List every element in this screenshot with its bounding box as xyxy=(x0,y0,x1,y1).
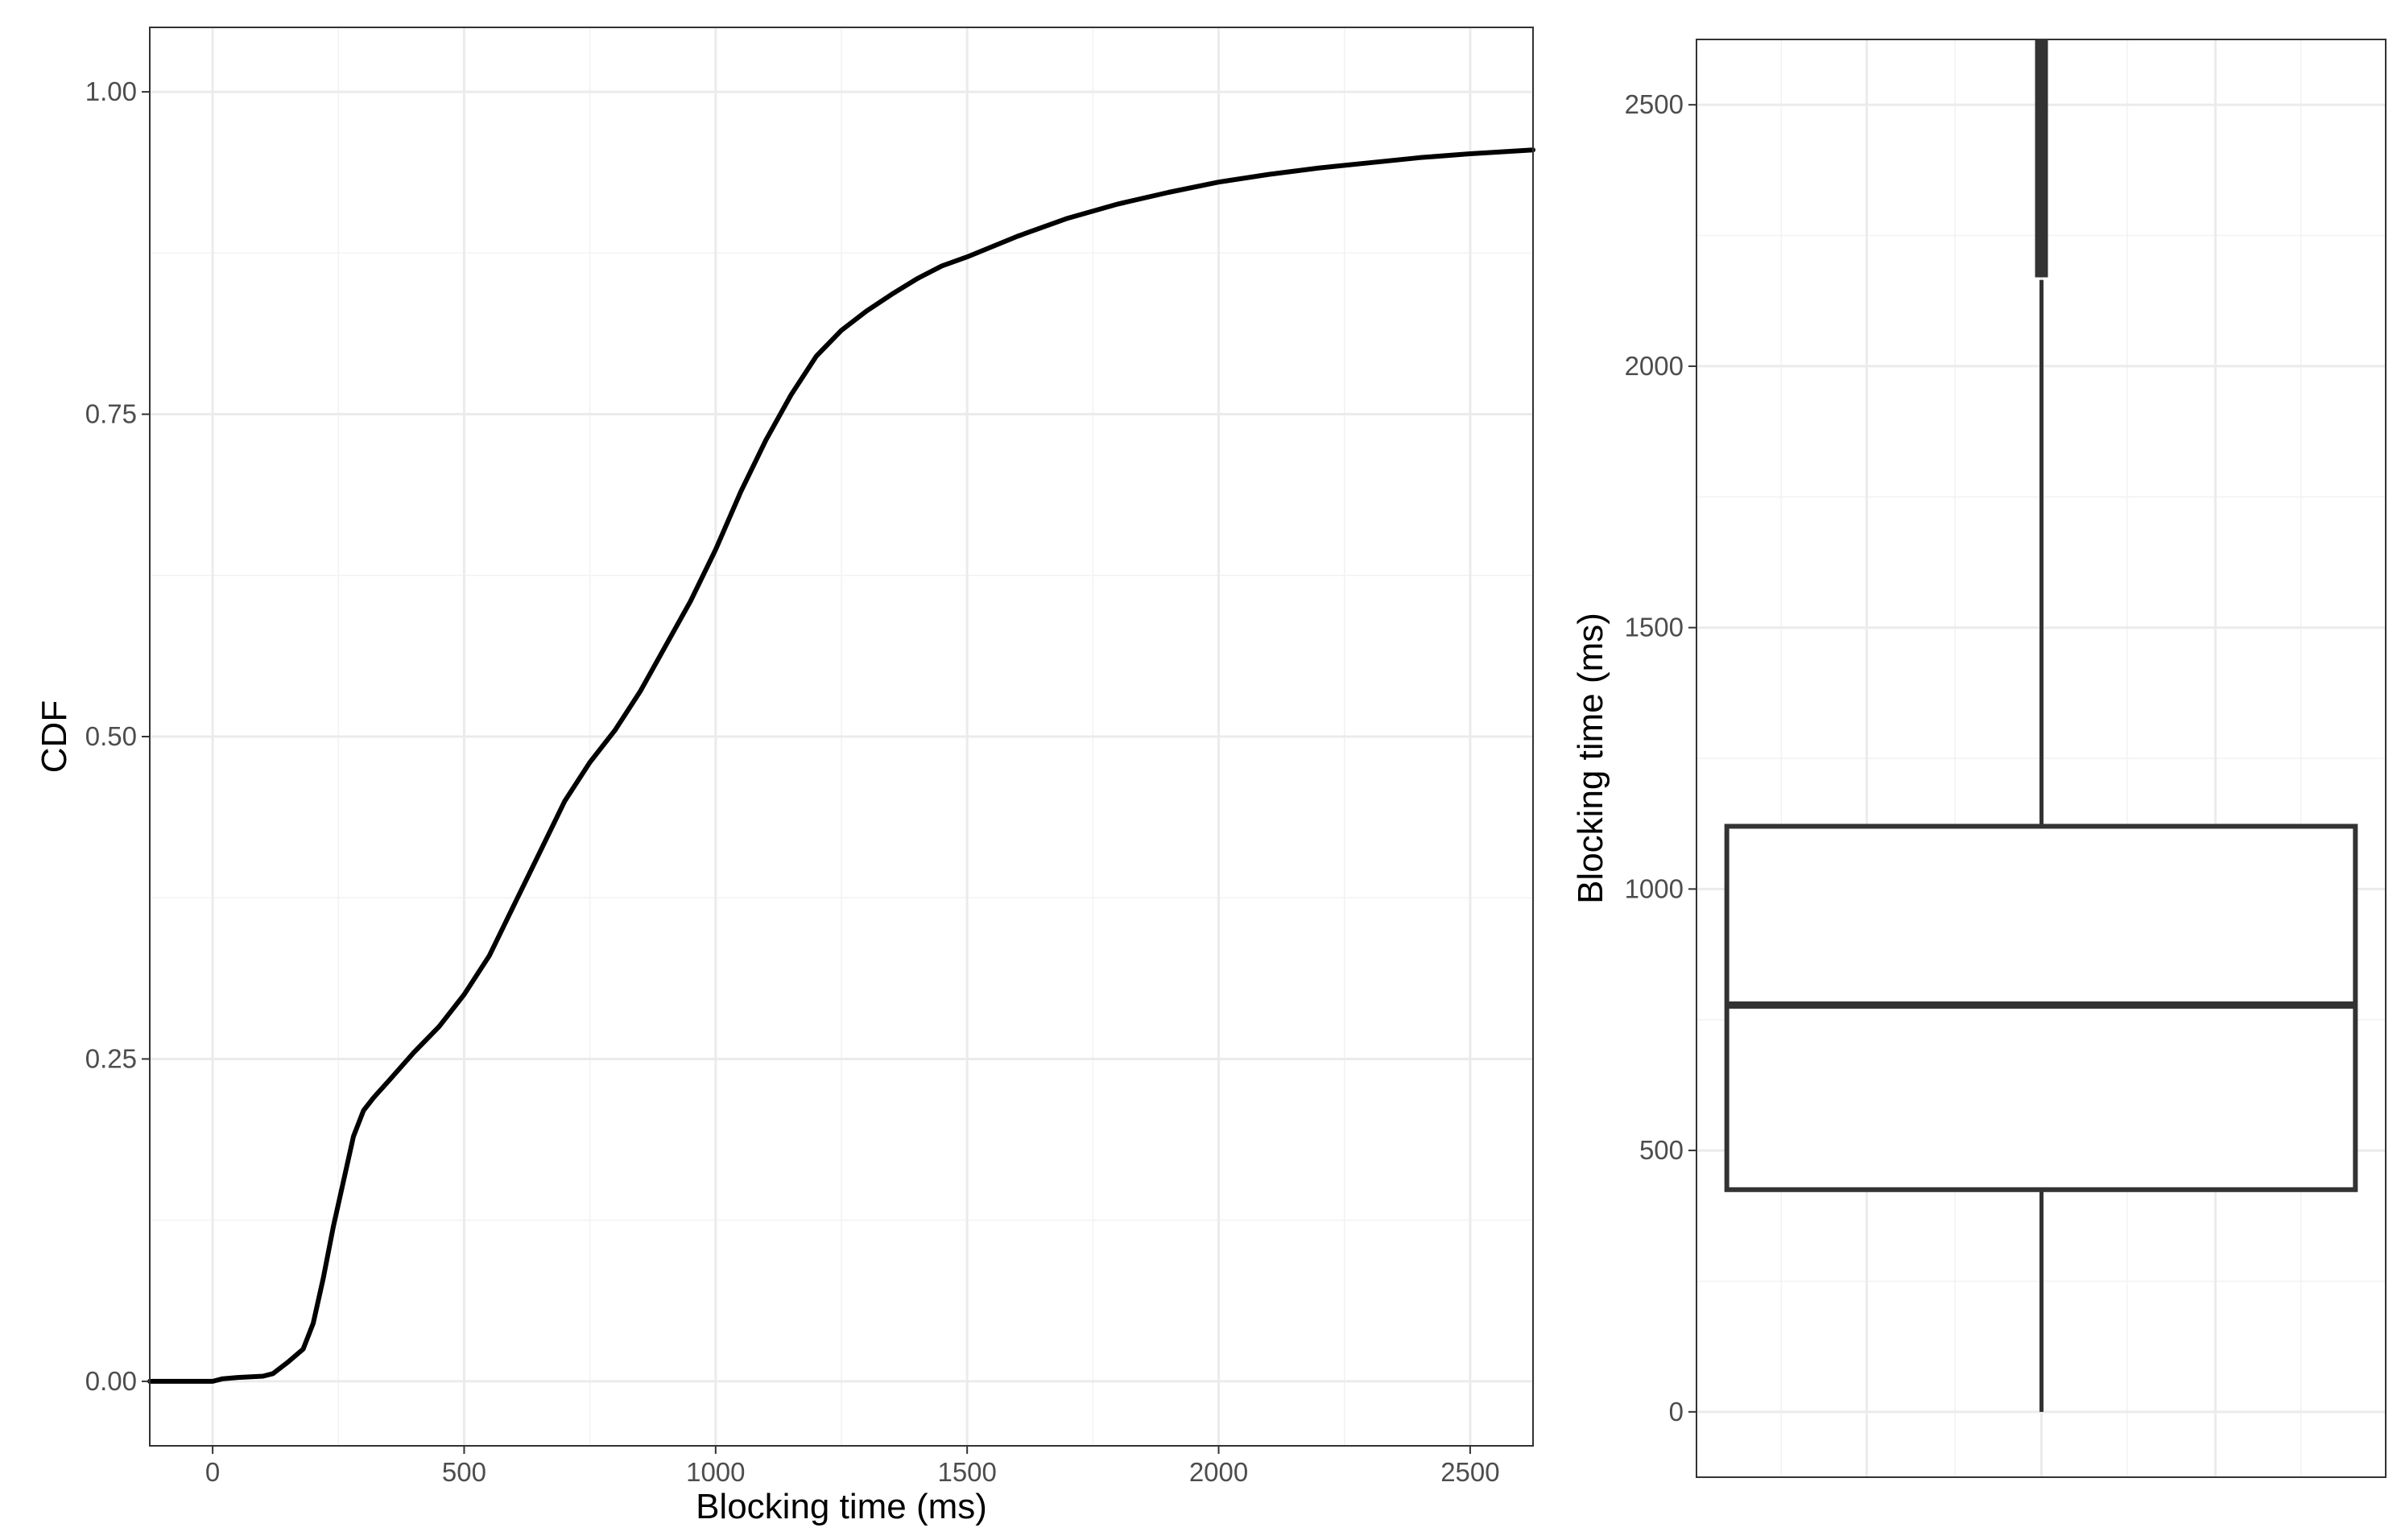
cdf-y-tick-label-2: 0.50 xyxy=(85,721,137,751)
cdf-y-tick-label-0: 0.00 xyxy=(85,1366,137,1396)
cdf-major-gridlines xyxy=(150,27,1533,1446)
boxplot-y-axis-title: Blocking time (ms) xyxy=(1571,613,1610,904)
cdf-axis-ticks: 0 500 1000 1500 2000 2500 0.00 0.25 0.50 0.75 1.00 xyxy=(85,76,1500,1487)
boxplot-axis-ticks: 0 500 1000 1500 2000 2500 xyxy=(1625,89,1696,1426)
cdf-x-tick-label-1: 500 xyxy=(442,1457,486,1487)
cdf-panel: 0 500 1000 1500 2000 2500 0.00 0.25 0.50 0.75 1.00… xyxy=(35,27,1535,1526)
cdf-y-tick-label-3: 0.75 xyxy=(85,399,137,429)
boxplot-outliers xyxy=(2035,39,2048,278)
boxplot-panel: 0 500 1000 1500 2000 2500 Blocking time (ms) xyxy=(1571,39,2387,1478)
boxplot-y-tick-label-0: 0 xyxy=(1669,1397,1684,1426)
boxplot-y-tick-label-5: 2500 xyxy=(1625,89,1684,119)
boxplot-y-tick-label-3: 1500 xyxy=(1625,613,1684,642)
boxplot-y-tick-label-2: 1000 xyxy=(1625,873,1684,903)
boxplot-y-tick-label-4: 2000 xyxy=(1625,351,1684,381)
cdf-x-tick-label-4: 2000 xyxy=(1189,1457,1248,1487)
cdf-x-tick-label-5: 2500 xyxy=(1440,1457,1499,1487)
cdf-x-axis-title: Blocking time (ms) xyxy=(696,1487,987,1526)
boxplot-panel-border xyxy=(1696,39,2387,1478)
cdf-y-tick-label-1: 0.25 xyxy=(85,1043,137,1073)
boxplot xyxy=(1724,39,2358,1412)
cdf-x-tick-label-0: 0 xyxy=(205,1457,220,1487)
cdf-line xyxy=(147,147,1535,1384)
cdf-y-tick-label-4: 1.00 xyxy=(85,76,137,106)
cdf-y-axis-title: CDF xyxy=(35,700,74,773)
cdf-x-tick-label-3: 1500 xyxy=(937,1457,996,1487)
cdf-x-tick-label-2: 1000 xyxy=(686,1457,745,1487)
boxplot-y-tick-label-1: 500 xyxy=(1639,1135,1684,1165)
